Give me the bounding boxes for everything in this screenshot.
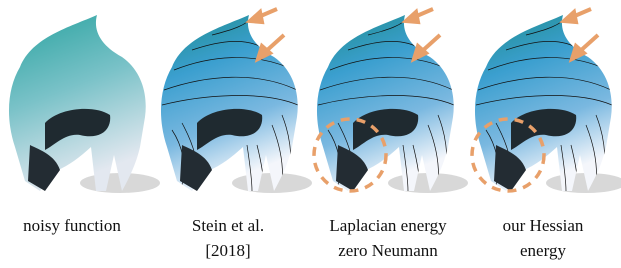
caption: Stein et al. bbox=[192, 216, 264, 235]
shadow bbox=[546, 173, 621, 193]
panel-stein bbox=[161, 9, 312, 193]
figure: noisy function Stein et al. [2018] Laplacia… bbox=[0, 0, 621, 268]
panel-hessian bbox=[472, 9, 621, 193]
caption: Laplacian energy bbox=[329, 216, 447, 235]
panel-laplacian bbox=[314, 9, 468, 193]
caption: noisy function bbox=[23, 216, 121, 235]
panel-noisy bbox=[9, 15, 160, 193]
caption: [2018] bbox=[205, 241, 250, 260]
caption: zero Neumann bbox=[338, 241, 438, 260]
caption: energy bbox=[520, 241, 566, 260]
caption: our Hessian bbox=[503, 216, 584, 235]
